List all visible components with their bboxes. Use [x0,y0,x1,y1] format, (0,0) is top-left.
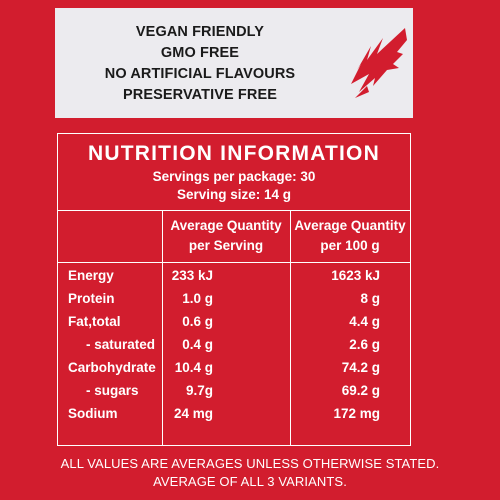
row-label: - sugars [86,383,139,398]
divider-top [58,210,410,211]
row-per-100g: 4.4 g [349,314,380,329]
table-row: - saturated 0.4 g 2.6 g [58,337,410,357]
claims-box: VEGAN FRIENDLY GMO FREE NO ARTIFICIAL FL… [55,8,413,118]
divider-col1 [162,210,163,445]
table-row: Protein 1.0 g 8 g [58,291,410,311]
footnote: ALL VALUES ARE AVERAGES UNLESS OTHERWISE… [0,455,500,491]
row-per-serving: 1.0 g [182,291,213,306]
table-row: Fat,total 0.6 g 4.4 g [58,314,410,334]
row-per-100g: 8 g [360,291,380,306]
claim-gmo-free: GMO FREE [160,45,240,61]
row-label: Energy [68,268,114,283]
row-label: Carbohydrate [68,360,156,375]
nutrition-panel: NUTRITION INFORMATION Servings per packa… [57,133,411,446]
row-per-serving: 0.6 g [182,314,213,329]
servings-per-package: Servings per package: 30 [152,169,316,184]
row-per-100g: 69.2 g [341,383,380,398]
claims-list: VEGAN FRIENDLY GMO FREE NO ARTIFICIAL FL… [55,22,345,106]
row-per-100g: 172 mg [333,406,380,421]
footnote-line2: AVERAGE OF ALL 3 VARIANTS. [153,474,347,489]
table-row: - sugars 9.7g 69.2 g [58,383,410,403]
col-head-per-serving: Average Quantity per Serving [162,216,290,256]
row-label: Sodium [68,406,118,421]
row-per-serving: 24 mg [173,406,213,421]
col-head-per-100g: Average Quantity per 100 g [290,216,410,256]
col-head-per-100g-line2: per 100 g [320,238,380,253]
col-head-per-serving-line1: Average Quantity [170,218,282,233]
table-row: Carbohydrate 10.4 g 74.2 g [58,360,410,380]
row-per-serving: 0.4 g [182,337,213,352]
row-per-100g: 2.6 g [349,337,380,352]
row-label: Protein [68,291,115,306]
divider-header [58,262,410,263]
table-row: Sodium 24 mg 172 mg [58,406,410,426]
row-per-serving: 9.7g [185,383,213,398]
row-per-serving: 10.4 g [174,360,213,375]
col-head-per-100g-line1: Average Quantity [294,218,406,233]
row-label: - saturated [86,337,156,352]
footnote-line1: ALL VALUES ARE AVERAGES UNLESS OTHERWISE… [60,456,440,471]
table-row: Energy 233 kJ 1623 kJ [58,268,410,288]
divider-col2 [290,210,291,445]
bird-silhouette-icon [351,28,407,98]
claim-preservative-free: PRESERVATIVE FREE [123,87,277,103]
row-label: Fat,total [68,314,121,329]
row-per-100g: 74.2 g [341,360,380,375]
claim-no-artificial-flavours: NO ARTIFICIAL FLAVOURS [104,66,296,82]
col-head-per-serving-line2: per Serving [188,238,264,253]
row-per-100g: 1623 kJ [331,268,380,283]
panel-title: NUTRITION INFORMATION [88,142,380,165]
serving-size: Serving size: 14 g [176,187,292,202]
claim-vegan-friendly: VEGAN FRIENDLY [135,24,265,40]
row-per-serving: 233 kJ [171,268,213,283]
